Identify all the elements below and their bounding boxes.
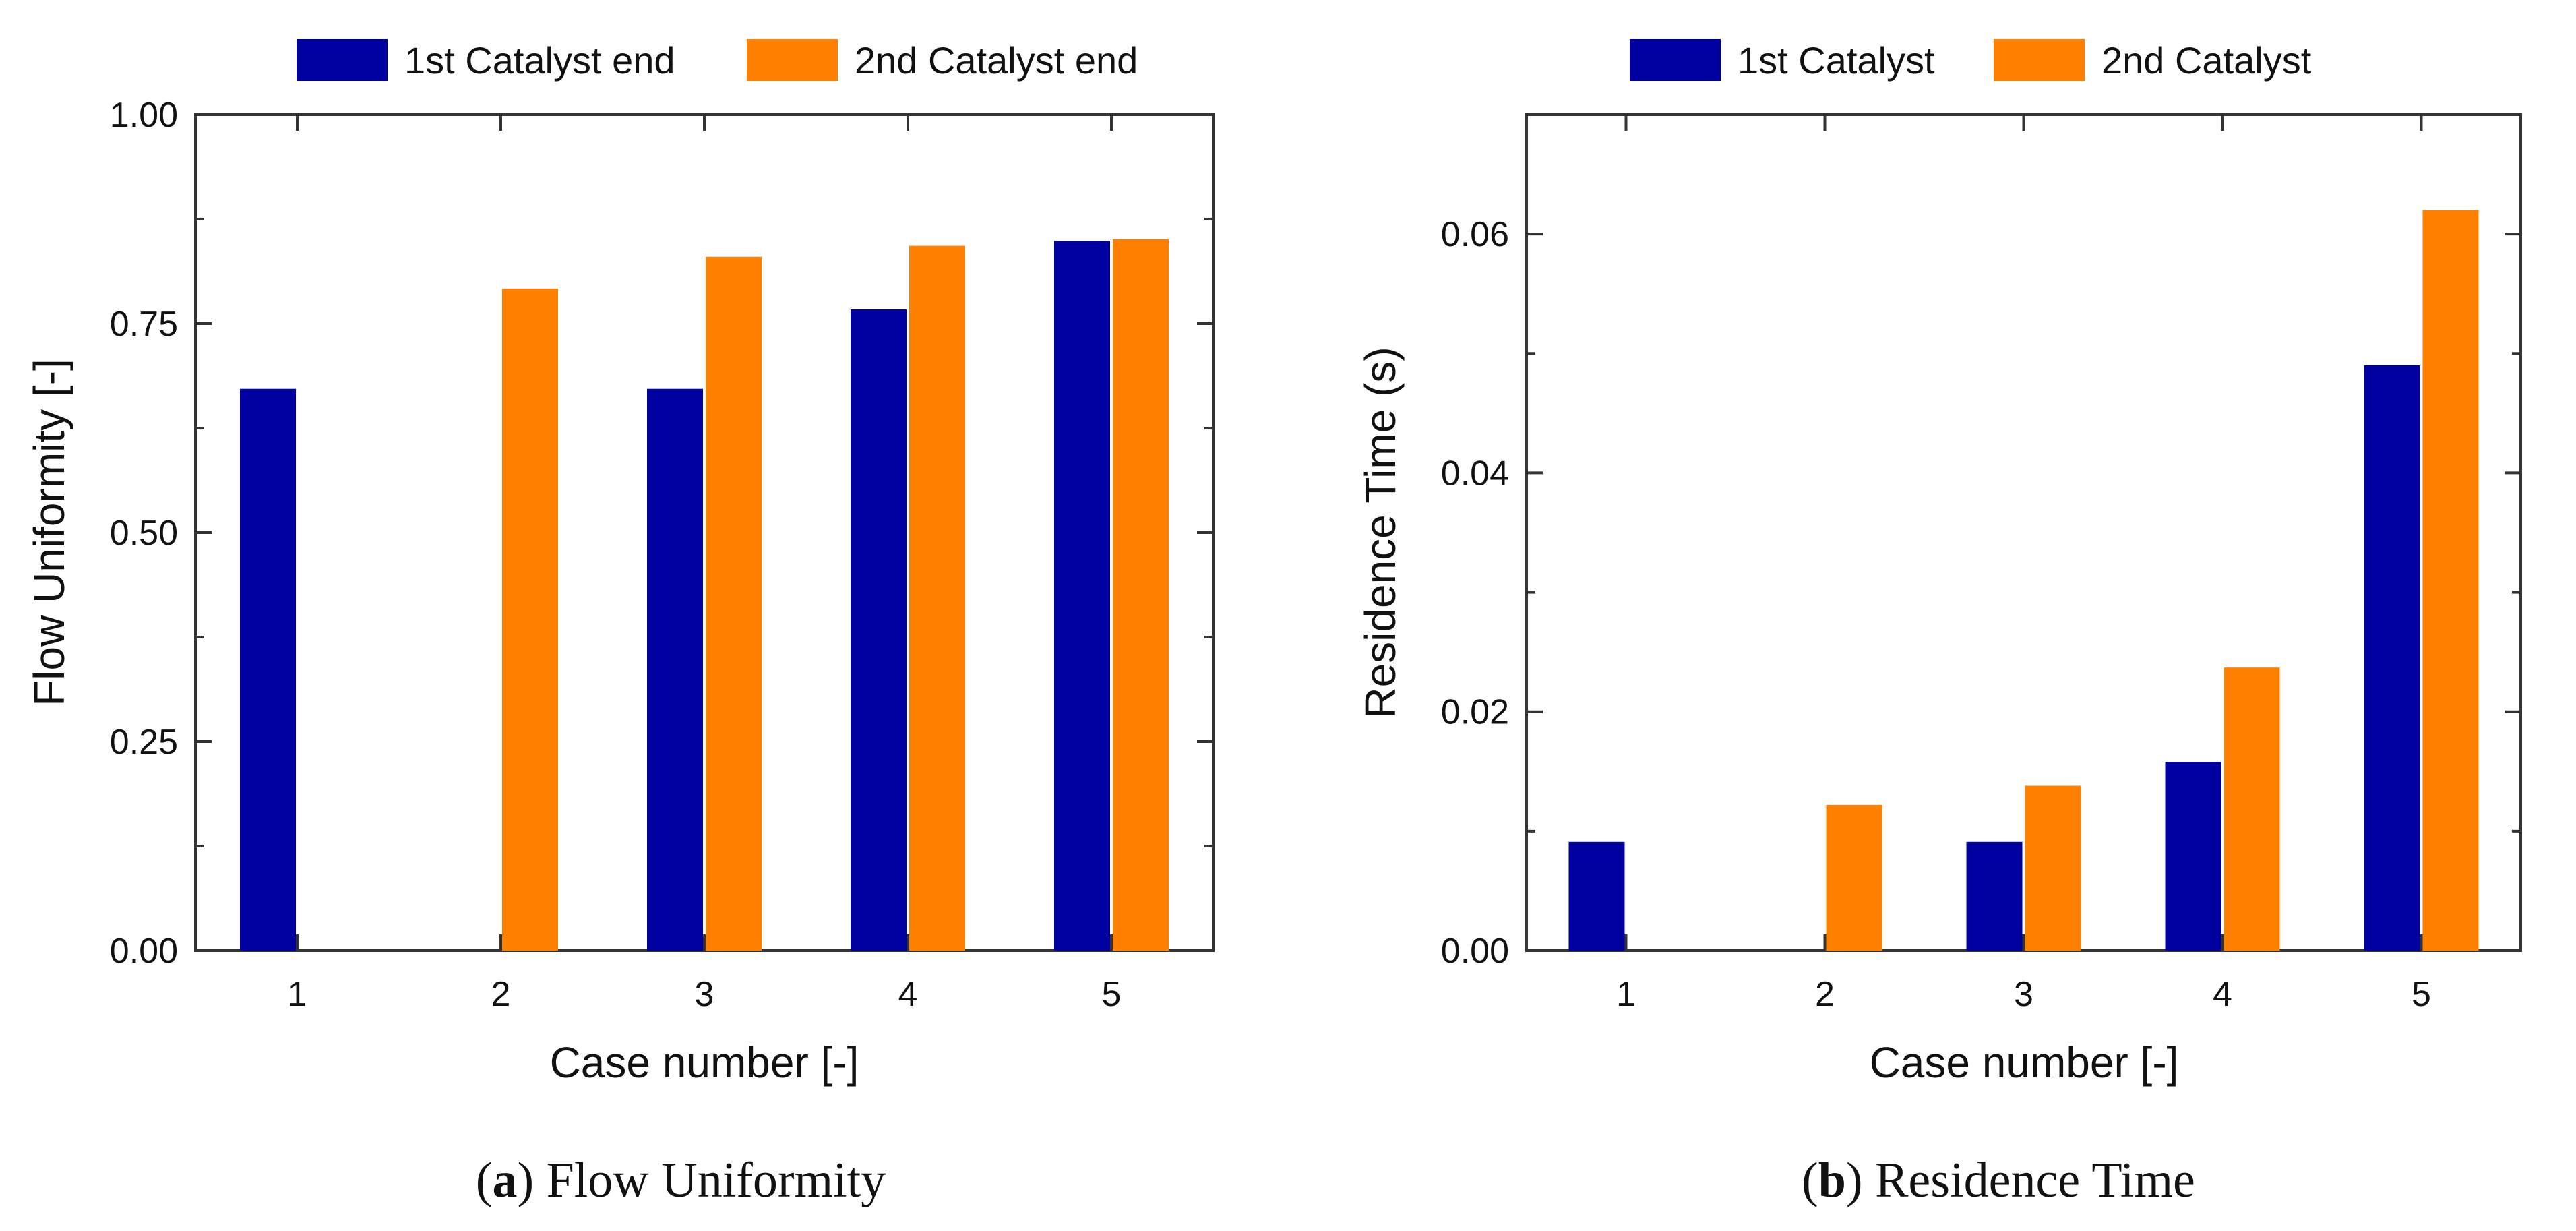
bar-series2-case-3 (706, 256, 762, 951)
y-tick-label: 0.75 (110, 305, 178, 344)
y-tick-label: 0.50 (110, 514, 178, 553)
bar-series1-case-4 (2165, 762, 2221, 951)
legend-swatch-series1 (1630, 39, 1721, 81)
y-tick-label: 0.25 (110, 723, 178, 762)
bar-series1-case-5 (1054, 241, 1110, 951)
caption-letter: a (492, 1153, 517, 1208)
legend-swatch-series1 (297, 39, 388, 81)
x-tick-label: 4 (2213, 975, 2232, 1014)
x-tick-label: 2 (491, 975, 511, 1014)
bar-series2-case-3 (2025, 785, 2081, 951)
y-tick-label: 0.04 (1441, 454, 1509, 493)
bar-series1-case-4 (851, 309, 907, 951)
legend-label-series2: 2nd Catalyst end (855, 39, 1138, 82)
legend: 1st Catalyst end 2nd Catalyst end (297, 39, 1138, 82)
caption-text: Flow Uniformity (534, 1153, 886, 1208)
x-tick-label: 5 (1102, 975, 1122, 1014)
x-tick-label: 3 (695, 975, 714, 1014)
y-axis-title: Flow Uniformity [-] (25, 359, 73, 707)
panel-b-residence-time: 0.00 0.02 0.04 0.06 1 2 3 4 5 Residence Time (s… (1356, 39, 2522, 1208)
x-axis-tick-labels: 1 2 3 4 5 (1616, 115, 2431, 1014)
bar-series2-case-5 (1113, 239, 1169, 951)
x-axis-title: Case number [-] (550, 1038, 859, 1087)
x-tick-label: 5 (2412, 975, 2431, 1014)
bar-series2-case-2 (1826, 804, 1882, 951)
x-axis-title: Case number [-] (1870, 1038, 2179, 1087)
bar-series1-case-1 (240, 388, 296, 951)
x-tick-label: 4 (898, 975, 918, 1014)
legend: 1st Catalyst 2nd Catalyst (1630, 39, 2312, 82)
panel-caption: (b) Residence Time (1802, 1153, 2195, 1208)
bar-series1-case-5 (2364, 365, 2420, 951)
y-axis-title: Residence Time (s) (1356, 347, 1405, 718)
y-tick-label: 1.00 (110, 96, 178, 135)
bar-series2-case-5 (2422, 210, 2479, 951)
x-tick-label: 3 (2014, 975, 2033, 1014)
x-tick-label: 2 (1815, 975, 1835, 1014)
legend-label-series1: 1st Catalyst end (404, 39, 675, 82)
y-tick-label: 0.00 (1441, 932, 1509, 971)
bar-series1-case-1 (1568, 841, 1625, 951)
y-axis-ticks: 0.00 0.25 0.50 0.75 1.00 (110, 96, 1213, 971)
legend-swatch-series2 (1994, 39, 2085, 81)
bar-series2-case-4 (2224, 667, 2280, 951)
caption-letter: b (1818, 1153, 1846, 1208)
legend-swatch-series2 (747, 39, 838, 81)
y-tick-label: 0.06 (1441, 215, 1509, 254)
x-tick-label: 1 (288, 975, 307, 1014)
bar-series1-case-3 (647, 388, 703, 951)
y-tick-label: 0.00 (110, 932, 178, 971)
y-tick-label: 0.02 (1441, 693, 1509, 732)
panel-caption: (a) Flow Uniformity (476, 1153, 886, 1208)
bars (1568, 210, 2479, 951)
caption-text: Residence Time (1863, 1153, 2195, 1208)
y-axis-ticks: 0.00 0.02 0.04 0.06 (1441, 113, 2521, 971)
x-tick-label: 1 (1616, 975, 1636, 1014)
legend-label-series2: 2nd Catalyst (2102, 39, 2312, 82)
bar-series2-case-2 (502, 288, 558, 951)
x-axis-tick-labels: 1 2 3 4 5 (288, 115, 1122, 1014)
bar-series2-case-4 (909, 245, 965, 951)
bars (240, 239, 1169, 951)
legend-label-series1: 1st Catalyst (1738, 39, 1935, 82)
bar-series1-case-3 (1966, 841, 2023, 951)
panel-a-flow-uniformity: 0.00 0.25 0.50 0.75 1.00 1 2 3 4 5 Flow Uniformi… (25, 39, 1215, 1208)
